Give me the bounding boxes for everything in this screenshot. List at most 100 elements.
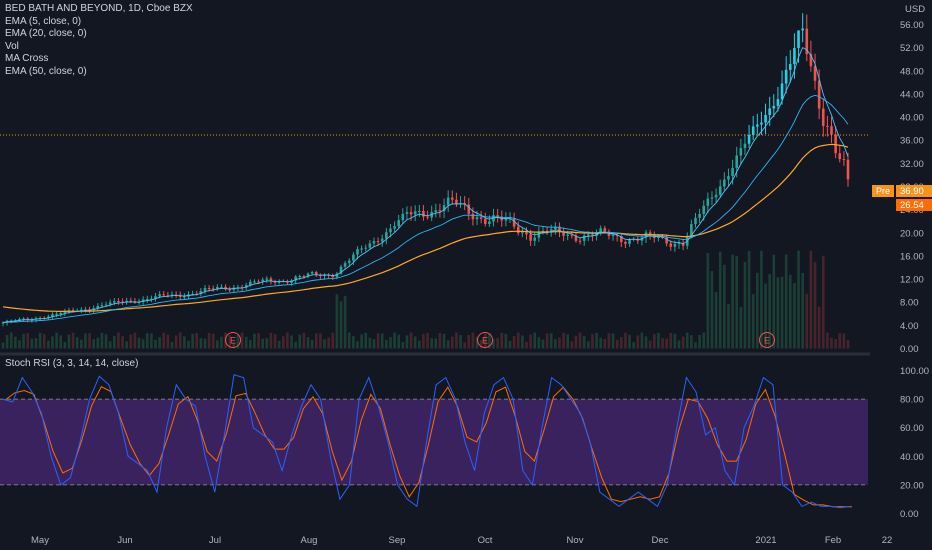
stoch-rsi-d-line[interactable] [4, 386, 852, 508]
candle-body[interactable] [467, 204, 471, 214]
candle-body[interactable] [570, 234, 574, 236]
candle-body[interactable] [150, 298, 153, 300]
stoch-rsi-pane[interactable] [0, 374, 868, 509]
candle-body[interactable] [760, 122, 763, 125]
candle-body[interactable] [84, 309, 87, 311]
candle-body[interactable] [418, 211, 421, 213]
candle-body[interactable] [141, 299, 145, 302]
candle-body[interactable] [665, 237, 668, 244]
candle-body[interactable] [516, 226, 520, 234]
candle-body[interactable] [71, 310, 75, 312]
candle-body[interactable] [578, 240, 582, 242]
candle-body[interactable] [677, 243, 681, 245]
candle-body[interactable] [731, 167, 734, 177]
candle-body[interactable] [67, 310, 71, 312]
candle-body[interactable] [826, 125, 829, 127]
candle-body[interactable] [673, 243, 677, 247]
candle-body[interactable] [401, 213, 405, 221]
candle-body[interactable] [145, 298, 149, 300]
candle-body[interactable] [112, 301, 116, 303]
candle-body[interactable] [615, 235, 619, 237]
stoch-rsi-title[interactable]: Stoch RSI (3, 3, 14, 14, close) [5, 358, 139, 369]
candle-body[interactable] [265, 278, 269, 280]
candle-body[interactable] [776, 99, 780, 106]
candle-body[interactable] [624, 241, 627, 244]
candle-body[interactable] [694, 217, 697, 225]
candle-body[interactable] [669, 243, 673, 247]
candle-body[interactable] [18, 318, 21, 321]
candle-body[interactable] [529, 234, 532, 241]
candle-body[interactable] [657, 236, 660, 238]
candle-body[interactable] [479, 217, 483, 219]
candle-body[interactable] [714, 194, 718, 198]
candle-body[interactable] [582, 235, 586, 241]
candle-body[interactable] [100, 305, 104, 307]
candle-body[interactable] [129, 300, 133, 302]
candle-body[interactable] [125, 300, 128, 302]
candle-body[interactable] [224, 286, 227, 290]
candle-body[interactable] [376, 241, 380, 243]
candle-body[interactable] [261, 279, 264, 282]
candle-body[interactable] [842, 159, 846, 161]
candle-body[interactable] [104, 304, 108, 306]
candle-body[interactable] [446, 197, 450, 206]
candle-body[interactable] [257, 281, 260, 283]
candle-body[interactable] [727, 176, 730, 180]
candle-body[interactable] [347, 260, 351, 264]
candle-body[interactable] [438, 210, 442, 212]
candle-body[interactable] [599, 228, 602, 233]
candle-body[interactable] [797, 30, 800, 49]
candle-body[interactable] [698, 213, 701, 218]
candle-body[interactable] [817, 80, 821, 109]
candle-body[interactable] [364, 247, 368, 249]
candle-body[interactable] [504, 218, 508, 221]
candle-body[interactable] [595, 232, 598, 236]
candle-body[interactable] [475, 217, 479, 220]
time-axis[interactable]: May Jun Jul Aug Sep Oct Nov Dec 2021 Feb 22 [31, 535, 892, 546]
candle-body[interactable] [170, 294, 174, 296]
candle-body[interactable] [244, 285, 248, 288]
candle-body[interactable] [389, 228, 392, 233]
candle-body[interactable] [158, 294, 161, 297]
candle-body[interactable] [611, 235, 615, 237]
candle-body[interactable] [549, 229, 553, 233]
candle-body[interactable] [739, 148, 743, 156]
symbol-title[interactable]: BED BATH AND BEYOND, 1D, Cboe BZX [5, 3, 193, 14]
candle-body[interactable] [541, 230, 545, 232]
candle-body[interactable] [471, 213, 475, 220]
candle-body[interactable] [434, 210, 438, 212]
candle-body[interactable] [273, 281, 277, 283]
candle-body[interactable] [63, 311, 67, 314]
candle-body[interactable] [249, 281, 252, 286]
candle-body[interactable] [809, 54, 813, 67]
candle-body[interactable] [397, 220, 401, 227]
candle-body[interactable] [356, 249, 359, 255]
candle-body[interactable] [368, 243, 372, 248]
candle-body[interactable] [525, 232, 528, 235]
candle-body[interactable] [772, 105, 776, 109]
candle-body[interactable] [834, 134, 837, 154]
candle-body[interactable] [562, 231, 565, 236]
candle-body[interactable] [199, 291, 203, 294]
candle-body[interactable] [768, 108, 771, 115]
candle-body[interactable] [166, 295, 170, 297]
earnings-marker[interactable] [759, 332, 775, 348]
candle-body[interactable] [788, 64, 792, 70]
candle-body[interactable] [360, 248, 363, 250]
candle-body[interactable] [521, 232, 524, 234]
legend-ema50[interactable]: EMA (50, close, 0) [5, 65, 87, 77]
candle-body[interactable] [442, 205, 446, 212]
candle-body[interactable] [702, 205, 706, 214]
candle-body[interactable] [661, 236, 664, 238]
candle-body[interactable] [55, 313, 58, 315]
legend-vol[interactable]: Vol [5, 40, 19, 52]
candle-body[interactable] [558, 226, 561, 232]
candle-body[interactable] [269, 278, 273, 282]
candle-body[interactable] [405, 212, 409, 214]
candle-body[interactable] [603, 228, 607, 232]
candle-body[interactable] [574, 235, 578, 241]
ema50-line[interactable] [2, 143, 849, 312]
candle-body[interactable] [298, 275, 302, 277]
candle-body[interactable] [648, 232, 652, 235]
